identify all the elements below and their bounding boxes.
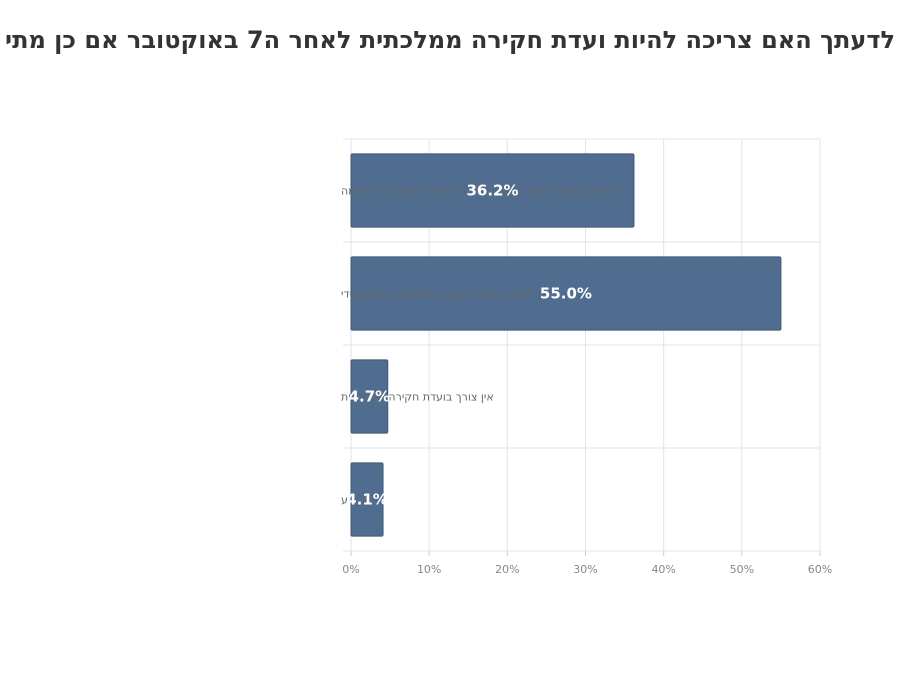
x-tick-label: 10% bbox=[417, 563, 441, 576]
x-tick-label: 20% bbox=[495, 563, 519, 576]
bar bbox=[350, 462, 384, 537]
category-label: יש להקים ועדת חקירה ממלכתית רק לאחר סיום… bbox=[341, 185, 622, 198]
data-label: 4.1% bbox=[346, 491, 388, 509]
x-tick-label: 60% bbox=[808, 563, 832, 576]
x-tick-label: 0% bbox=[342, 563, 359, 576]
x-tick-label: 50% bbox=[730, 563, 754, 576]
bar bbox=[350, 359, 389, 434]
bar bbox=[350, 256, 782, 331]
data-label: 36.2% bbox=[466, 182, 518, 200]
data-label: 55.0% bbox=[540, 285, 592, 303]
category-label: יש להקים ועדת חקירה ממלכתית באופן מיידי bbox=[341, 288, 549, 301]
category-label: אין צורך בועדת חקירה ממלכתית bbox=[341, 391, 494, 404]
category-label: לא יודע bbox=[341, 494, 376, 507]
x-tick-label: 40% bbox=[651, 563, 675, 576]
bar bbox=[350, 153, 635, 228]
x-tick-label: 30% bbox=[573, 563, 597, 576]
data-label: 4.7% bbox=[349, 388, 391, 406]
chart-title: לדעתך האם צריכה להיות ועדת חקירה ממלכתית… bbox=[5, 26, 895, 54]
